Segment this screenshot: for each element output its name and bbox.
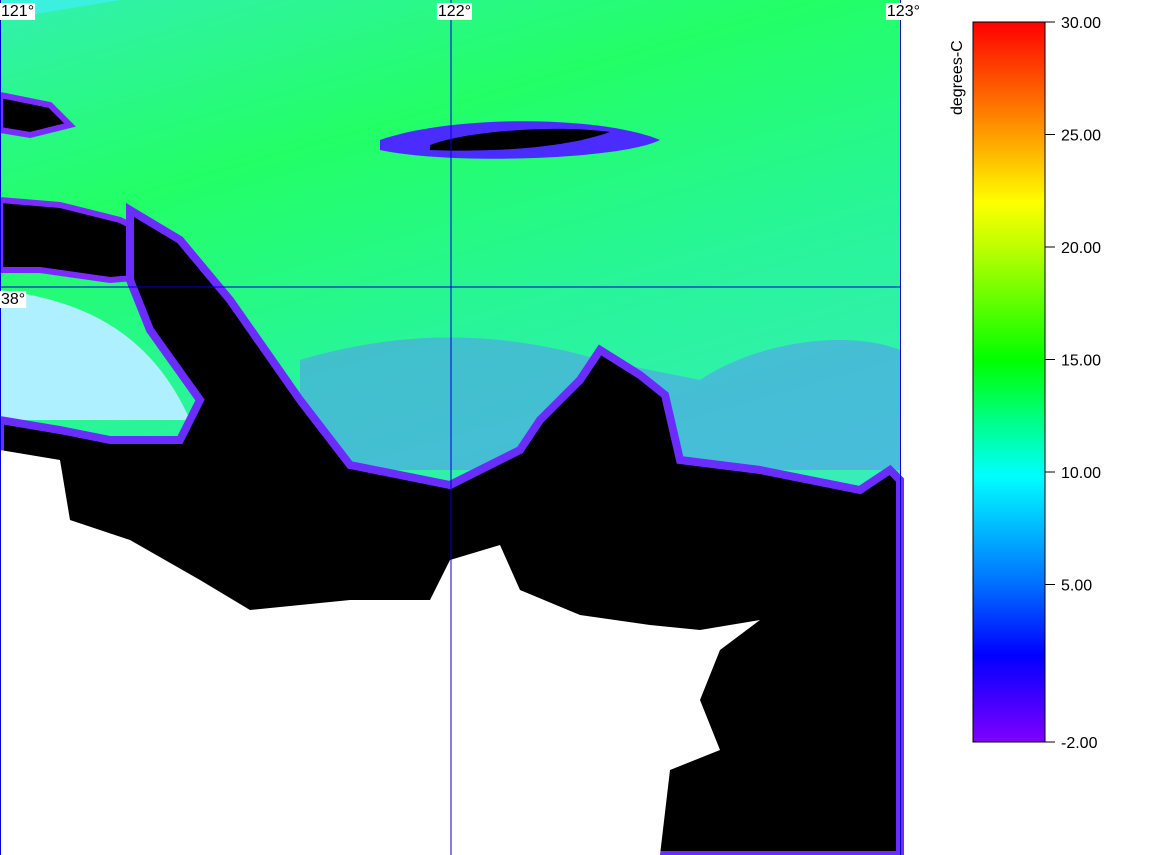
coordinate-label: 121° bbox=[1, 3, 34, 20]
label-background bbox=[0, 3, 36, 20]
colorbar-tick-label: 20.00 bbox=[1061, 240, 1101, 257]
colorbar-label: degrees-C bbox=[949, 40, 966, 115]
colorbar-tick-label: -2.00 bbox=[1061, 735, 1098, 752]
island bbox=[430, 128, 610, 151]
coordinate-label: 122° bbox=[438, 3, 471, 20]
label-background bbox=[0, 291, 27, 308]
cold-water bbox=[0, 290, 190, 420]
colorbar-tick-label: 10.00 bbox=[1061, 465, 1101, 482]
island bbox=[0, 91, 76, 139]
coordinate-label: 123° bbox=[887, 3, 920, 20]
coordinate-label: 38° bbox=[1, 291, 25, 308]
map bbox=[0, 0, 904, 855]
colorbar: degrees-C 30.00 25.00 20.00 15.00 10.00 5.00 -… bbox=[949, 15, 1101, 752]
colorbar-tick-label: 30.00 bbox=[1061, 15, 1101, 32]
land-area bbox=[0, 450, 760, 855]
colorbar-ramp bbox=[972, 21, 1046, 743]
colorbar-tick-label: 25.00 bbox=[1061, 128, 1101, 145]
label-background bbox=[885, 3, 921, 20]
map-labels: 121° 122° 123° 38° bbox=[0, 3, 921, 308]
colorbar-tick-label: 15.00 bbox=[1061, 353, 1101, 370]
colorbar-tick-label: 5.00 bbox=[1061, 578, 1092, 595]
label-background bbox=[436, 3, 472, 20]
